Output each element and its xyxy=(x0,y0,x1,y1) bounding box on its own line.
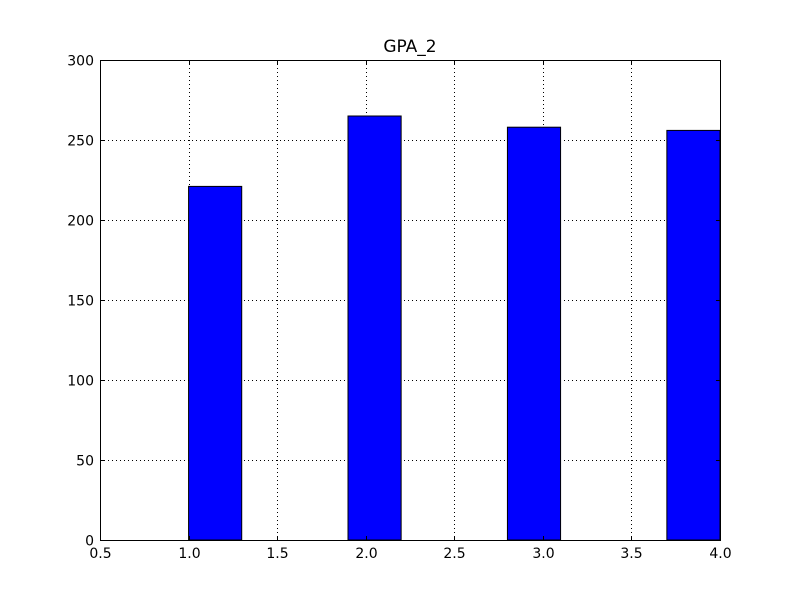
x-tick-label: 0.5 xyxy=(89,546,111,562)
x-tick-label: 2.5 xyxy=(443,546,465,562)
x-tick-label: 2.0 xyxy=(355,546,377,562)
x-tick-label: 3.0 xyxy=(532,546,554,562)
x-tick-label: 1.5 xyxy=(266,546,288,562)
y-tick-label: 250 xyxy=(67,134,94,150)
y-tick-label: 150 xyxy=(67,294,94,310)
y-tick-label: 0 xyxy=(85,534,94,550)
y-tick-label: 200 xyxy=(67,214,94,230)
chart-title: GPA_2 xyxy=(383,37,436,57)
x-tick-label: 3.5 xyxy=(620,546,642,562)
tick-labels: 0.5 1.0 1.5 2.0 2.5 3.0 3.5 4.0 0 50 100 150 200 250 3… xyxy=(67,54,731,563)
bar-2 xyxy=(347,115,402,541)
bars xyxy=(188,115,721,541)
x-tick-label: 4.0 xyxy=(709,546,731,562)
ticks xyxy=(100,60,721,541)
y-tick-label: 100 xyxy=(67,374,94,390)
bar-4 xyxy=(666,129,721,541)
x-tick-label: 1.0 xyxy=(178,546,200,562)
bar-3 xyxy=(506,126,562,541)
y-tick-label: 300 xyxy=(67,54,94,70)
y-tick-label: 50 xyxy=(76,454,94,470)
bar-1 xyxy=(188,185,243,541)
